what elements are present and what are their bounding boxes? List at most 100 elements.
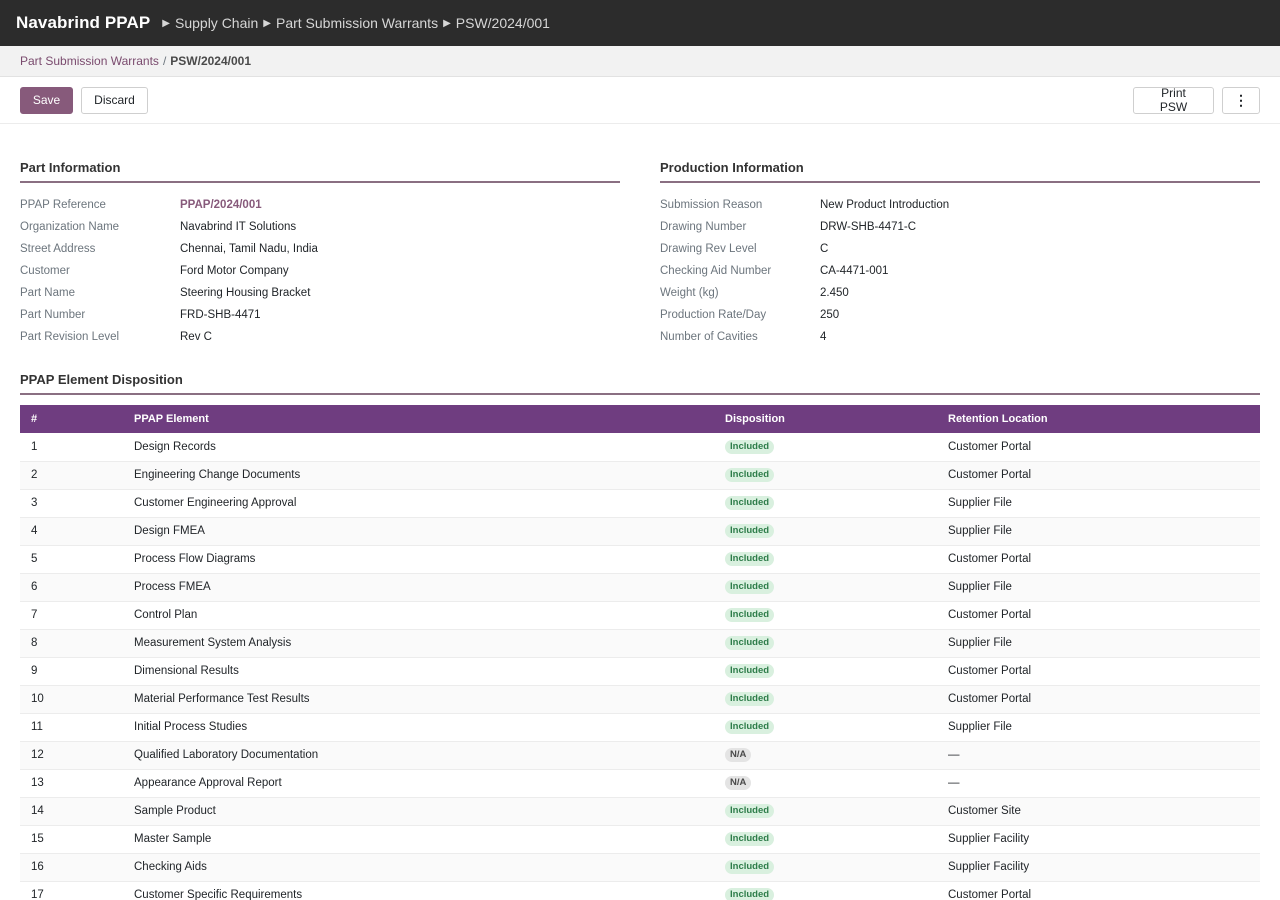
row-number: 6 [20,573,123,602]
field-value[interactable]: Navabrind IT Solutions [180,221,297,233]
row-disposition: Included [714,601,937,630]
row-disposition: Included [714,461,937,490]
field-label: Part Revision Level [20,331,120,343]
status-badge: Included [725,468,775,482]
record-breadcrumb: Part Submission Warrants / PSW/2024/001 [0,46,1280,77]
column-header-retention-location[interactable]: Retention Location [937,405,1260,433]
production_information-field: Number of Cavities 4 [660,326,1260,348]
form-content: Part Information PPAP Reference PPAP/2024… [0,160,1280,900]
table-row[interactable]: 12 Qualified Laboratory Documentation N/A — [20,741,1260,770]
field-value[interactable]: New Product Introduction [820,199,950,211]
status-badge: Included [725,496,775,510]
field-label: Customer [20,265,70,277]
column-header-number[interactable]: # [20,405,123,433]
field-label: Submission Reason [660,199,763,211]
table-row[interactable]: 9 Dimensional Results Included Customer Por… [20,657,1260,686]
row-disposition: Included [714,713,937,742]
row-retention-location: Supplier Facility [937,853,1260,882]
table-row[interactable]: 3 Customer Engineering Approval Included Su… [20,489,1260,518]
part_information-field: Part Name Steering Housing Bracket [20,282,620,304]
production_information-field: Checking Aid Number CA-4471-001 [660,260,1260,282]
more-options-icon[interactable]: ⋮ [1222,86,1260,114]
part_information-field: Customer Ford Motor Company [20,260,620,282]
row-retention-location: Customer Portal [937,685,1260,714]
row-disposition: Included [714,573,937,602]
save-button[interactable]: Save [20,86,73,114]
row-element: Master Sample [123,825,714,854]
row-element: Appearance Approval Report [123,769,714,798]
column-header-element[interactable]: PPAP Element [123,405,714,433]
breadcrumb-parent-link[interactable]: Part Submission Warrants [20,54,159,68]
table-row[interactable]: 14 Sample Product Included Customer Site [20,797,1260,826]
status-badge: Included [725,552,775,566]
table-row[interactable]: 2 Engineering Change Documents Included Cus… [20,461,1260,490]
status-badge: Included [725,608,775,622]
field-label: PPAP Reference [20,199,106,211]
table-row[interactable]: 8 Measurement System Analysis Included Supp… [20,629,1260,658]
status-badge: Included [725,524,775,538]
row-disposition: Included [714,825,937,854]
table-row[interactable]: 5 Process Flow Diagrams Included Customer P… [20,545,1260,574]
production-information-section: Production Information Submission Reason… [660,160,1260,348]
table-row[interactable]: 11 Initial Process Studies Included Supplie… [20,713,1260,742]
field-value[interactable]: C [820,243,829,255]
app-brand[interactable]: Navabrind PPAP [16,13,151,32]
breadcrumb-arrow-icon: ▶ [263,17,271,29]
table-row[interactable]: 17 Customer Specific Requirements Included… [20,881,1260,900]
table-row[interactable]: 6 Process FMEA Included Supplier File [20,573,1260,602]
field-value[interactable]: PPAP/2024/001 [180,199,262,211]
field-label: Street Address [20,243,96,255]
row-retention-location: Customer Site [937,797,1260,826]
table-row[interactable]: 1 Design Records Included Customer Portal [20,433,1260,462]
field-value[interactable]: Steering Housing Bracket [180,287,311,299]
status-badge: Included [725,664,775,678]
row-disposition: Included [714,881,937,900]
column-header-disposition[interactable]: Disposition [714,405,937,433]
field-value[interactable]: DRW-SHB-4471-C [820,221,917,233]
row-element: Customer Engineering Approval [123,489,714,518]
field-value[interactable]: Rev C [180,331,212,343]
row-element: Control Plan [123,601,714,630]
discard-button[interactable]: Discard [81,86,148,114]
breadcrumb-supply-chain[interactable]: Supply Chain [175,15,259,31]
part-information-fields: PPAP Reference PPAP/2024/001 Organization … [20,194,620,348]
field-value[interactable]: 250 [820,309,840,321]
part_information-field: Part Revision Level Rev C [20,326,620,348]
row-retention-location: Supplier File [937,573,1260,602]
production_information-field: Drawing Number DRW-SHB-4471-C [660,216,1260,238]
field-value[interactable]: 4 [820,331,827,343]
breadcrumb-arrow-icon: ▶ [162,17,170,29]
print-psw-button[interactable]: Print PSW [1133,86,1214,114]
field-label: Checking Aid Number [660,265,772,277]
table-row[interactable]: 7 Control Plan Included Customer Portal [20,601,1260,630]
table-row[interactable]: 16 Checking Aids Included Supplier Facility [20,853,1260,882]
table-row[interactable]: 10 Material Performance Test Results Inclu… [20,685,1260,714]
top-navbar: Navabrind PPAP ▶ Supply Chain ▶ Part Sub… [0,0,1280,46]
field-value[interactable]: 2.450 [820,287,849,299]
row-retention-location: Customer Portal [937,601,1260,630]
production_information-field: Production Rate/Day 250 [660,304,1260,326]
breadcrumb-part-submission-warrants[interactable]: Part Submission Warrants [275,15,439,31]
breadcrumb-separator: / [162,54,167,68]
row-disposition: Included [714,629,937,658]
field-value[interactable]: CA-4471-001 [820,265,889,277]
part-information-section: Part Information PPAP Reference PPAP/2024… [20,160,620,348]
row-retention-location: Customer Portal [937,881,1260,900]
status-badge: Included [725,860,775,874]
row-number: 1 [20,433,123,462]
row-disposition: Included [714,853,937,882]
row-element: Engineering Change Documents [123,461,714,490]
row-element: Qualified Laboratory Documentation [123,741,714,770]
part_information-field: Organization Name Navabrind IT Solutions [20,216,620,238]
table-row[interactable]: 4 Design FMEA Included Supplier File [20,517,1260,546]
field-value[interactable]: FRD-SHB-4471 [180,309,261,321]
field-value[interactable]: Chennai, Tamil Nadu, India [180,243,318,255]
part_information-field: Street Address Chennai, Tamil Nadu, India [20,238,620,260]
field-label: Drawing Number [660,221,747,233]
row-number: 11 [20,713,123,742]
table-row[interactable]: 13 Appearance Approval Report N/A — [20,769,1260,798]
table-row[interactable]: 15 Master Sample Included Supplier Facility [20,825,1260,854]
field-label: Part Number [20,309,86,321]
field-value[interactable]: Ford Motor Company [180,265,289,277]
row-number: 2 [20,461,123,490]
